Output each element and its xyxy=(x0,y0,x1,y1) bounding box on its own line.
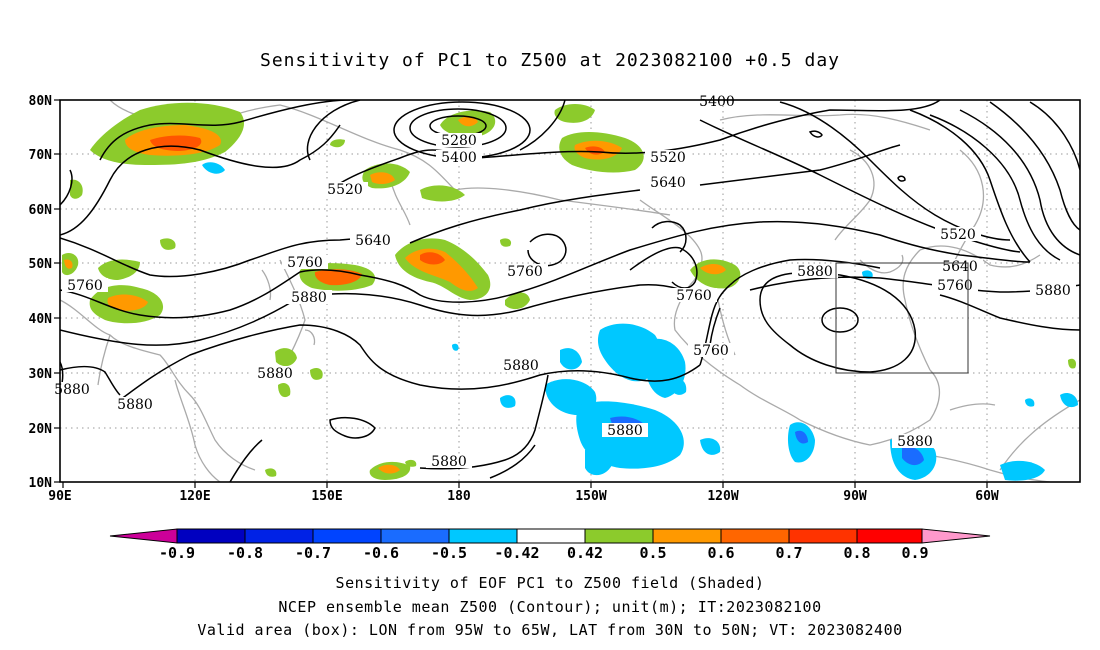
contour-label-2: 5400 xyxy=(441,150,477,166)
colorbar-label-3: -0.7 xyxy=(295,544,331,562)
colorbar-segment-10 xyxy=(788,528,858,544)
contour-label-8: 5640 xyxy=(650,175,686,191)
color-bar xyxy=(109,528,991,544)
contour-label-11: 5760 xyxy=(287,255,323,271)
contour-label-9: 5640 xyxy=(942,259,978,275)
contour-label-20: 5880 xyxy=(117,397,153,413)
contour-label-4: 5520 xyxy=(327,182,363,198)
caption-line-1: Sensitivity of EOF PC1 to Z500 field (Sh… xyxy=(335,574,765,592)
lat-label-40n: 40N xyxy=(29,312,53,327)
colorbar-segment-2 xyxy=(244,528,314,544)
colorbar-segment-3 xyxy=(312,528,382,544)
contour-label-21: 5880 xyxy=(54,382,90,398)
colorbar-label-10: 0.7 xyxy=(775,544,802,562)
colorbar-label-12: 0.9 xyxy=(901,544,928,562)
colorbar-labels: -0.9 -0.8 -0.7 -0.6 -0.5 -0.42 0.42 0.5 … xyxy=(159,544,929,562)
colorbar-segment-5 xyxy=(448,528,518,544)
colorbar-label-4: -0.6 xyxy=(363,544,399,562)
lat-tick-labels: 10N 20N 30N 40N 50N 60N 70N 80N xyxy=(29,94,53,491)
colorbar-label-11: 0.8 xyxy=(843,544,870,562)
positive-shading xyxy=(62,102,1077,480)
contour-label-17: 5880 xyxy=(797,264,833,280)
lon-label-150w: 150W xyxy=(575,489,606,504)
colorbar-left-arrow xyxy=(109,528,178,544)
lat-label-30n: 30N xyxy=(29,367,53,382)
colorbar-segment-9 xyxy=(720,528,790,544)
colorbar-label-9: 0.6 xyxy=(707,544,734,562)
contour-label-7: 5640 xyxy=(355,233,391,249)
colorbar-label-8: 0.5 xyxy=(639,544,666,562)
lat-label-10n: 10N xyxy=(29,476,53,491)
contour-label-5: 5520 xyxy=(650,150,686,166)
lon-label-180: 180 xyxy=(447,489,471,504)
contour-label-12: 5760 xyxy=(507,264,543,280)
caption-line-2: NCEP ensemble mean Z500 (Contour); unit(… xyxy=(278,598,822,616)
contour-label-14: 5760 xyxy=(693,343,729,359)
colorbar-label-5: -0.5 xyxy=(431,544,467,562)
contour-label-1: 5280 xyxy=(441,133,477,149)
colorbar-segment-1 xyxy=(176,528,246,544)
contour-label-19: 5880 xyxy=(257,366,293,382)
colorbar-label-2: -0.8 xyxy=(227,544,263,562)
lat-label-70n: 70N xyxy=(29,148,53,163)
plot-frame xyxy=(59,99,1081,483)
contour-labels: 5280 5400 5400 5520 5520 5520 5640 5640 … xyxy=(54,94,1076,470)
lat-label-20n: 20N xyxy=(29,422,53,437)
contour-label-3: 5400 xyxy=(699,94,735,110)
map-title: Sensitivity of PC1 to Z500 at 2023082100… xyxy=(259,50,840,71)
colorbar-label-6: -0.42 xyxy=(494,544,539,562)
colorbar-segment-6 xyxy=(516,528,586,544)
caption-line-3: Valid area (box): LON from 95W to 65W, L… xyxy=(197,621,903,639)
lon-tick-labels: 90E 120E 150E 180 150W 120W 90W 60W xyxy=(48,489,999,504)
contour-label-10: 5760 xyxy=(67,278,103,294)
lat-label-80n: 80N xyxy=(29,94,53,109)
colorbar-label-1: -0.9 xyxy=(159,544,195,562)
tick-marks xyxy=(54,99,988,488)
colorbar-segment-4 xyxy=(380,528,450,544)
lon-label-120w: 120W xyxy=(707,489,738,504)
lon-label-60w: 60W xyxy=(975,489,999,504)
colorbar-right-arrow xyxy=(921,528,991,544)
lat-label-50n: 50N xyxy=(29,257,53,272)
contour-label-15: 5760 xyxy=(937,278,973,294)
contour-label-23: 5880 xyxy=(607,423,643,439)
valid-area-box xyxy=(835,262,969,374)
contour-label-22: 5880 xyxy=(503,358,539,374)
colorbar-label-7: 0.42 xyxy=(567,544,603,562)
contour-label-25: 5880 xyxy=(897,434,933,450)
contour-label-16: 5880 xyxy=(291,290,327,306)
lat-label-60n: 60N xyxy=(29,203,53,218)
lon-label-90w: 90W xyxy=(843,489,867,504)
contour-label-24: 5880 xyxy=(431,454,467,470)
lon-label-90e: 90E xyxy=(48,489,71,504)
colorbar-segment-11 xyxy=(856,528,923,544)
contour-label-18: 5880 xyxy=(1035,283,1071,299)
lon-label-150e: 150E xyxy=(311,489,342,504)
colorbar-segment-7 xyxy=(584,528,654,544)
negative-shading xyxy=(202,162,1078,481)
contour-label-13: 5760 xyxy=(676,288,712,304)
contour-label-6: 5520 xyxy=(940,227,976,243)
colorbar-segment-8 xyxy=(652,528,722,544)
lon-label-120e: 120E xyxy=(179,489,210,504)
